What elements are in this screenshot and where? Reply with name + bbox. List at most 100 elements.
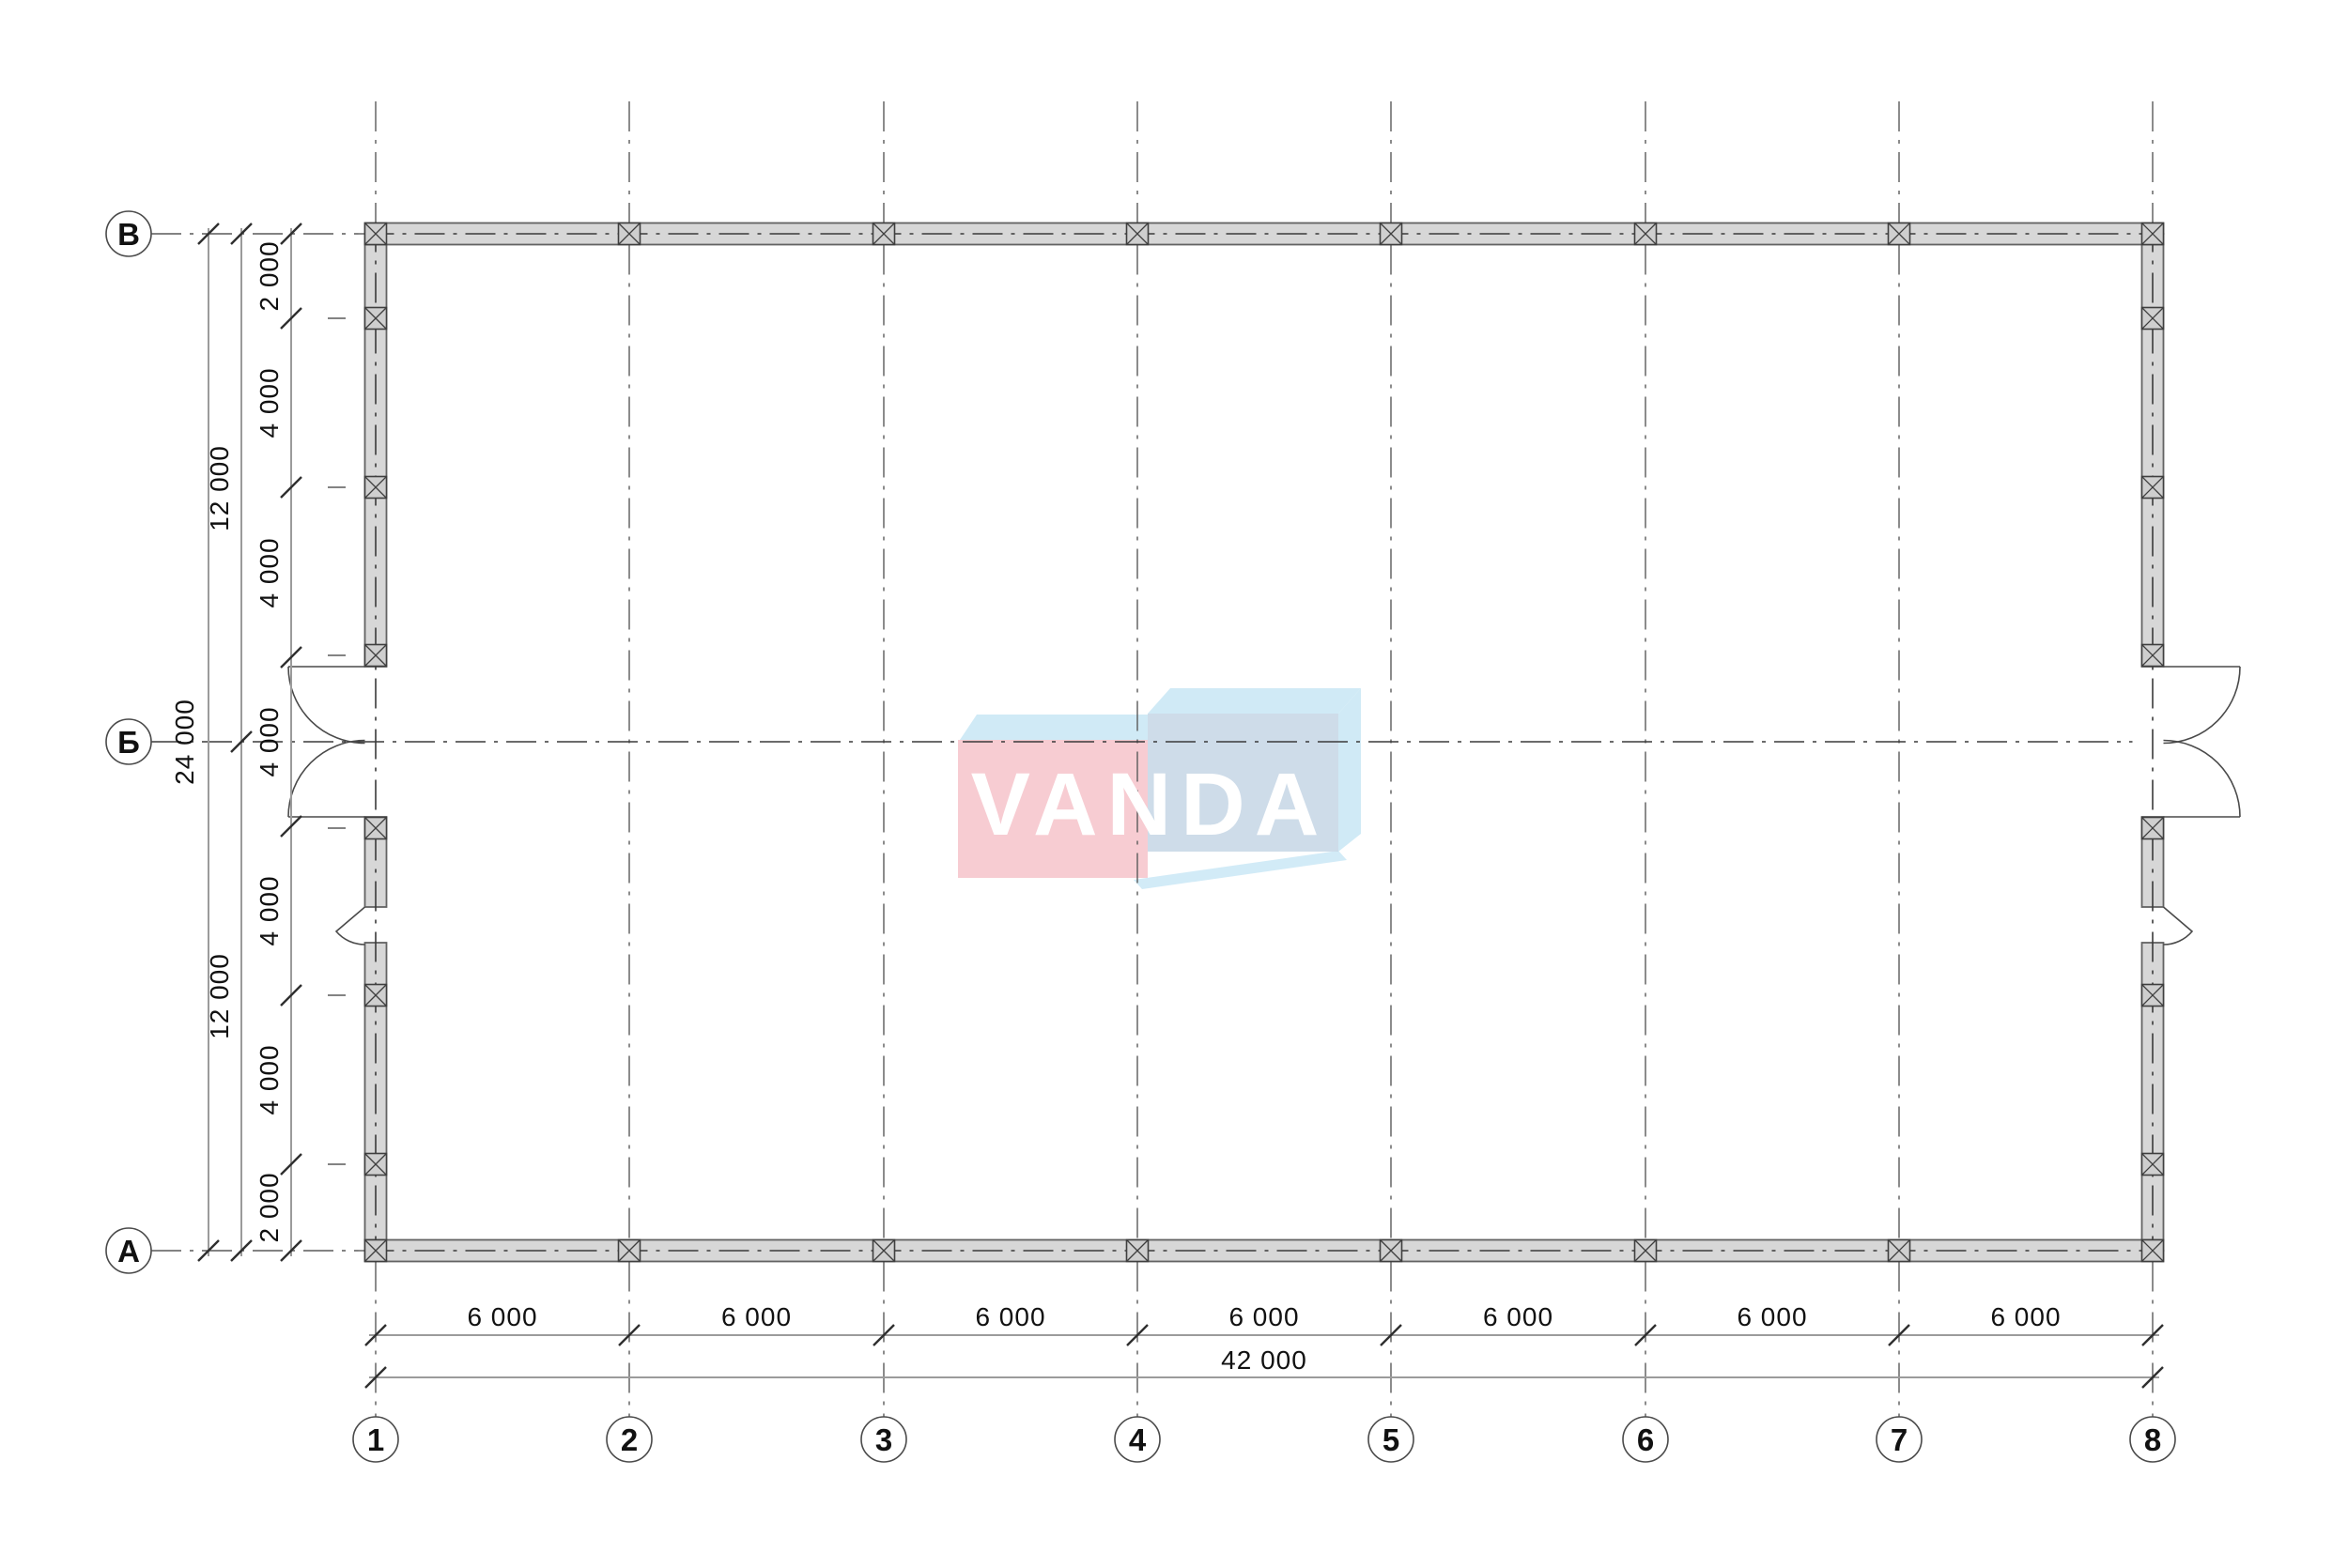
column-marker (1379, 1238, 1403, 1263)
column-marker-cross (873, 223, 895, 245)
row-axis-bubble: Б (105, 718, 152, 765)
door-swing (287, 666, 365, 745)
axis-bubble-circle (1114, 1416, 1161, 1463)
column-marker (363, 816, 388, 840)
column-marker-cross (1634, 1239, 1657, 1262)
dimension-tick (230, 223, 253, 245)
column-marker-cross (1380, 1239, 1402, 1262)
bottom-segment-dimension: 6 000 (1483, 1302, 1553, 1331)
left-segment-dimension: 4 000 (255, 875, 284, 945)
axis-bubble-circle (1622, 1416, 1669, 1463)
axis-bubble-circle (105, 210, 152, 257)
axis-bubble-circle (1876, 1416, 1923, 1463)
dimension-tick (230, 730, 253, 753)
column-marker-cross (2141, 476, 2164, 499)
column-marker (2140, 306, 2165, 331)
door-swing (287, 739, 365, 818)
row-axis-bubble: А (105, 1227, 152, 1274)
axis-bubble-label: 4 (1129, 1422, 1147, 1457)
axis-bubble-circle (2129, 1416, 2176, 1463)
axis-bubble-label: 2 (621, 1422, 638, 1457)
door-swing (2163, 739, 2241, 818)
bottom-segment-dimension: 6 000 (1228, 1302, 1299, 1331)
dimension-tick (197, 1239, 220, 1262)
axis-bubble-circle (352, 1416, 399, 1463)
dimension-tick (280, 646, 302, 669)
dimension-tick (280, 223, 302, 245)
left-segment-dimension: 4 000 (255, 367, 284, 438)
column-marker-cross (618, 1239, 641, 1262)
column-marker (363, 983, 388, 1007)
column-marker-cross (364, 307, 387, 330)
column-marker-cross (364, 817, 387, 839)
column-marker (1633, 222, 1658, 246)
door-swing (2162, 906, 2194, 945)
column-marker-cross (1126, 223, 1149, 245)
dimension-tick (280, 476, 302, 499)
left-segment-dimension: 4 000 (255, 1044, 284, 1115)
column-axis-bubble: 7 (1876, 1416, 1923, 1463)
bottom-segment-dimension: 6 000 (975, 1302, 1045, 1331)
axis-bubble-label: В (117, 217, 140, 252)
column-marker-cross (364, 223, 387, 245)
column-marker-cross (364, 984, 387, 1007)
column-markers-layer (363, 222, 2165, 1263)
axis-bubble-label: 8 (2144, 1422, 2161, 1457)
logo-right-box-side-face (1338, 688, 1361, 852)
left-segment-dimension: 2 000 (255, 240, 284, 311)
column-marker-cross (1634, 223, 1657, 245)
column-marker (2140, 983, 2165, 1007)
dimension-tick (873, 1324, 895, 1346)
column-marker (2140, 643, 2165, 668)
column-marker (363, 475, 388, 500)
dimension-tick (364, 1366, 387, 1389)
axis-bubbles-layer: В Б А 1 2 3 4 5 6 7 8 (105, 210, 2176, 1463)
dimension-tick (2141, 1366, 2164, 1389)
grid-axes-layer (151, 101, 2165, 1417)
bottom-segment-dimension: 6 000 (1990, 1302, 2061, 1331)
left-segment-dimension: 4 000 (255, 706, 284, 776)
column-marker (617, 1238, 641, 1263)
column-marker (363, 306, 388, 331)
logo-text: VANDA (971, 755, 1329, 854)
column-marker (2140, 475, 2165, 500)
vanda-logo-lettering: VANDA (971, 755, 1329, 854)
logo-right-box-top-face (1148, 688, 1361, 714)
dimension-tick (280, 307, 302, 330)
column-axis-bubble: 5 (1367, 1416, 1414, 1463)
axis-bubble-label: А (117, 1234, 140, 1268)
column-marker-cross (1888, 223, 1910, 245)
column-axis-bubble: 6 (1622, 1416, 1669, 1463)
axis-bubble-circle (105, 1227, 152, 1274)
column-marker (363, 1152, 388, 1176)
column-marker (2140, 1152, 2165, 1176)
column-marker-cross (2141, 817, 2164, 839)
bottom-segment-dimension: 6 000 (721, 1302, 792, 1331)
column-marker (1633, 1238, 1658, 1263)
dimension-tick (230, 1239, 253, 1262)
left-half-dimension: 12 000 (205, 445, 234, 531)
column-marker (1887, 222, 1911, 246)
column-marker-cross (2141, 223, 2164, 245)
logo-right-box-front-face (1148, 714, 1338, 852)
column-axis-bubble: 3 (860, 1416, 907, 1463)
column-marker (363, 1238, 388, 1263)
dimension-tick (364, 1324, 387, 1346)
left-segment-dimension: 4 000 (255, 537, 284, 607)
vanda-logo-watermark (958, 688, 1361, 889)
left-half-dimension: 12 000 (205, 953, 234, 1039)
column-marker (1379, 222, 1403, 246)
column-marker-cross (1380, 223, 1402, 245)
dimension-tick (197, 223, 220, 245)
dimension-tick (2141, 1324, 2164, 1346)
column-marker (1125, 222, 1150, 246)
column-axis-bubble: 8 (2129, 1416, 2176, 1463)
logo-left-box-top-face (960, 715, 1148, 740)
axis-bubble-circle (105, 718, 152, 765)
dimension-tick (280, 984, 302, 1007)
column-marker-cross (2141, 1239, 2164, 1262)
doors-layer (287, 666, 2241, 945)
column-marker-cross (364, 1153, 387, 1176)
column-marker-cross (364, 476, 387, 499)
